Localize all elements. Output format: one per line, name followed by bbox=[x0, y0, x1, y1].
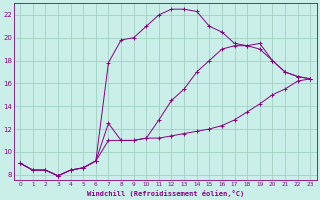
X-axis label: Windchill (Refroidissement éolien,°C): Windchill (Refroidissement éolien,°C) bbox=[87, 190, 244, 197]
